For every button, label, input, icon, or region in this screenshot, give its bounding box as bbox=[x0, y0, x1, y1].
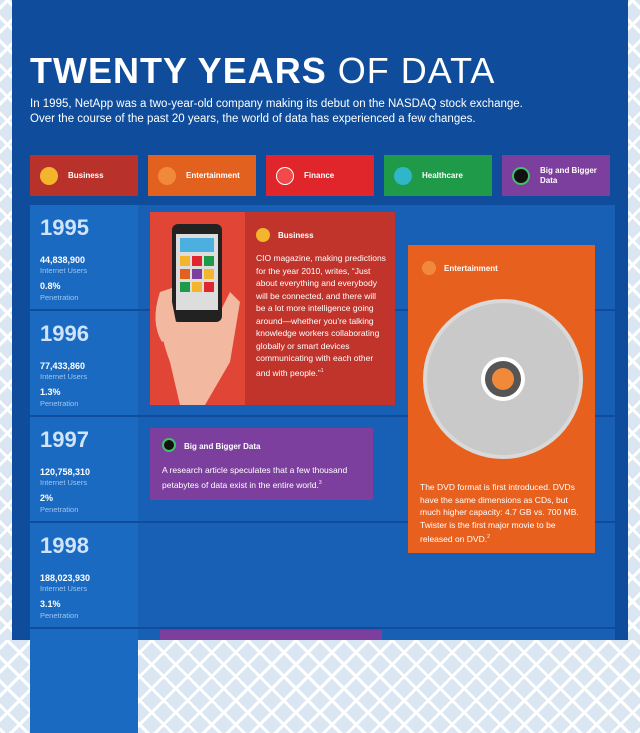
card-text: The DVD format is first introduced. DVDs… bbox=[420, 481, 588, 545]
year-row: 1995 44,838,900 Internet Users 0.8% Penetrat… bbox=[30, 205, 138, 309]
title-bold: TWENTY YEARS bbox=[30, 50, 327, 91]
icon bbox=[422, 261, 436, 275]
card-text: A research article speculates that a few… bbox=[162, 464, 367, 491]
tab-label: Entertainment bbox=[186, 171, 240, 180]
penetration: 2% bbox=[40, 493, 54, 503]
year: 1997 bbox=[40, 427, 89, 452]
tab-label: Big and Bigger Data bbox=[540, 165, 597, 185]
tab[interactable]: Business bbox=[30, 155, 138, 196]
penetration: 1.3% bbox=[40, 387, 61, 397]
year-row: 1997 120,758,310 Internet Users 2% Penetrati… bbox=[30, 417, 138, 521]
tab[interactable]: Finance bbox=[266, 155, 374, 196]
footnote: 3 bbox=[318, 479, 322, 486]
tab-label: Finance bbox=[304, 171, 335, 180]
icon bbox=[162, 438, 176, 452]
subtitle: In 1995, NetApp was a two-year-old compa… bbox=[30, 97, 523, 127]
year-row bbox=[30, 629, 138, 733]
text: CIO magazine, making predictions for the… bbox=[256, 253, 386, 378]
icon bbox=[394, 166, 412, 185]
icon bbox=[276, 166, 294, 185]
year: 1998 bbox=[40, 533, 89, 558]
users-label: Internet Users bbox=[40, 372, 88, 381]
users: 188,023,930 bbox=[40, 573, 91, 583]
icon bbox=[40, 166, 58, 185]
tab[interactable]: Entertainment bbox=[148, 155, 256, 196]
year: 1996 bbox=[40, 321, 89, 346]
icon bbox=[256, 228, 270, 242]
next-card bbox=[160, 630, 382, 640]
footnote: 2 bbox=[487, 534, 490, 540]
text: The DVD format is first introduced. DVDs… bbox=[420, 482, 579, 544]
tab-label: Business bbox=[68, 171, 104, 180]
business-card: Business CIO magazine, making prediction… bbox=[150, 212, 395, 405]
users-label: Internet Users bbox=[40, 478, 88, 487]
penetration: 0.8% bbox=[40, 281, 61, 291]
icon bbox=[158, 166, 176, 185]
title: TWENTY YEARS OF DATA bbox=[30, 50, 495, 92]
penetration-label: Penetration bbox=[40, 505, 79, 514]
text: A research article speculates that a few… bbox=[162, 465, 348, 490]
title-light: OF DATA bbox=[337, 50, 496, 91]
penetration-label: Penetration bbox=[40, 399, 79, 408]
icon bbox=[512, 166, 530, 185]
users: 77,433,860 bbox=[40, 361, 86, 371]
card-heading: Business bbox=[278, 231, 314, 240]
tab-label: Healthcare bbox=[422, 171, 463, 180]
penetration-label: Penetration bbox=[40, 293, 79, 302]
tab[interactable]: Healthcare bbox=[384, 155, 492, 196]
entertainment-card: Entertainment The DVD format is first in… bbox=[408, 245, 595, 553]
card-heading: Entertainment bbox=[444, 264, 498, 273]
subtitle-line: In 1995, NetApp was a two-year-old compa… bbox=[30, 98, 523, 110]
footnote: 1 bbox=[320, 367, 324, 374]
year: 1995 bbox=[40, 215, 89, 240]
hand-illustration bbox=[150, 212, 245, 405]
card-text: CIO magazine, making predictions for the… bbox=[256, 252, 386, 379]
users-label: Internet Users bbox=[40, 266, 88, 275]
year-row: 1996 77,433,860 Internet Users 1.3% Penetrat… bbox=[30, 311, 138, 415]
penetration: 3.1% bbox=[40, 599, 61, 609]
tab[interactable]: Big and Bigger Data bbox=[502, 155, 610, 196]
users-label: Internet Users bbox=[40, 584, 88, 593]
penetration-label: Penetration bbox=[40, 611, 79, 620]
big-data-card: Big and Bigger Data A research article s… bbox=[150, 428, 373, 500]
subtitle-line: Over the course of the past 20 years, th… bbox=[30, 113, 476, 125]
card-heading: Big and Bigger Data bbox=[184, 442, 261, 451]
users: 44,838,900 bbox=[40, 255, 86, 265]
users: 120,758,310 bbox=[40, 467, 91, 477]
year-row: 1998 188,023,930 Internet Users 3.1% Penetra… bbox=[30, 523, 138, 627]
dvd-illustration bbox=[423, 299, 583, 459]
